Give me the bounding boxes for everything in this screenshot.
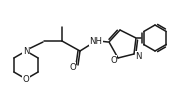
- Text: NH: NH: [90, 36, 102, 45]
- Text: O: O: [23, 74, 29, 83]
- Text: N: N: [135, 52, 141, 60]
- Text: O: O: [69, 63, 76, 72]
- Text: O: O: [110, 55, 117, 64]
- Text: N: N: [23, 46, 29, 55]
